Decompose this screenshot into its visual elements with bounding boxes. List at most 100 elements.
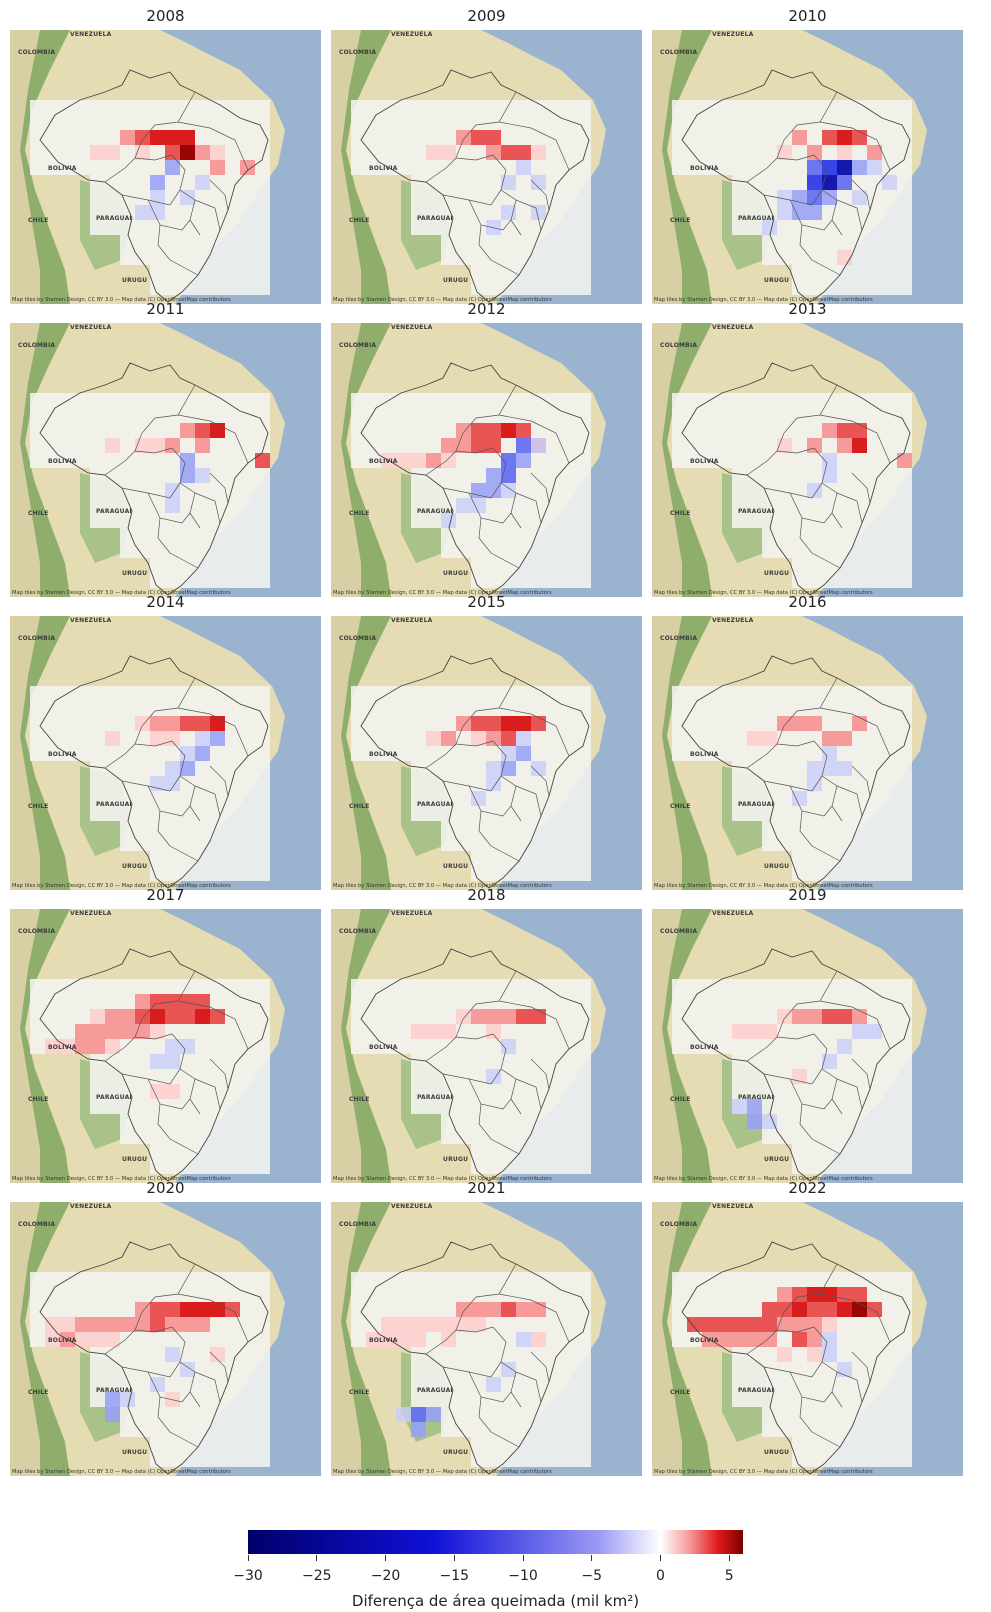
- grid-cell: [762, 453, 777, 468]
- colorbar-tick-label: −20: [370, 1568, 401, 1584]
- grid-cell: [471, 761, 486, 776]
- grid-cell: [687, 746, 702, 761]
- grid-cell: [240, 1287, 255, 1302]
- panel-title-2012: 2012: [467, 300, 506, 318]
- grid-cell: [867, 1272, 882, 1287]
- grid-cell: [165, 175, 180, 190]
- grid-cell: [792, 1129, 807, 1144]
- grid-cell: [210, 1377, 225, 1392]
- grid-cell: [225, 423, 240, 438]
- decrease-cell: [486, 1377, 501, 1392]
- grid-cell: [732, 1377, 747, 1392]
- grid-cell: [867, 979, 882, 994]
- grid-cell: [255, 100, 270, 115]
- grid-cell: [75, 145, 90, 160]
- grid-cell: [180, 821, 195, 836]
- colorbar-tickmark: [453, 1555, 455, 1561]
- grid-cell: [255, 205, 270, 220]
- grid-cell: [165, 1452, 180, 1467]
- grid-cell: [897, 1039, 912, 1054]
- grid-cell: [852, 468, 867, 483]
- grid-cell: [456, 235, 471, 250]
- grid-cell: [120, 100, 135, 115]
- grid-cell: [792, 1159, 807, 1174]
- increase-cell: [822, 130, 837, 145]
- grid-cell: [165, 190, 180, 205]
- increase-cell: [210, 160, 225, 175]
- increase-cell: [441, 453, 456, 468]
- grid-cell: [882, 1069, 897, 1084]
- grid-cell: [366, 979, 381, 994]
- grid-cell: [546, 235, 561, 250]
- grid-cell: [240, 220, 255, 235]
- grid-cell: [255, 543, 270, 558]
- grid-cell: [897, 1114, 912, 1129]
- grid-cell: [471, 280, 486, 295]
- grid-cell: [897, 1272, 912, 1287]
- grid-cell: [240, 1039, 255, 1054]
- grid-cell: [255, 483, 270, 498]
- grid-cell: [210, 250, 225, 265]
- grid-cell: [882, 1144, 897, 1159]
- decrease-cell: [777, 205, 792, 220]
- grid-cell: [852, 393, 867, 408]
- grid-cell: [576, 468, 591, 483]
- grid-cell: [105, 423, 120, 438]
- region-border: [177, 1000, 249, 1050]
- grid-cell: [732, 1362, 747, 1377]
- grid-cell: [426, 1039, 441, 1054]
- grid-cell: [576, 190, 591, 205]
- grid-cell: [531, 543, 546, 558]
- grid-cell: [777, 686, 792, 701]
- grid-cell: [441, 701, 456, 716]
- grid-cell: [672, 1332, 687, 1347]
- grid-cell: [717, 130, 732, 145]
- grid-cell: [195, 701, 210, 716]
- decrease-cell: [180, 746, 195, 761]
- grid-cell: [471, 686, 486, 701]
- grid-cell: [747, 1054, 762, 1069]
- decrease-cell: [165, 776, 180, 791]
- grid-cell: [195, 558, 210, 573]
- grid-cell: [120, 1054, 135, 1069]
- colorbar-label: Diferença de área queimada (mil km²): [351, 1592, 640, 1610]
- grid-cell: [441, 821, 456, 836]
- grid-cell: [135, 1039, 150, 1054]
- grid-cell: [837, 393, 852, 408]
- panel-title-2013: 2013: [788, 300, 827, 318]
- grid-cell: [561, 1362, 576, 1377]
- grid-cell: [807, 130, 822, 145]
- grid-cell: [822, 1099, 837, 1114]
- grid-cell: [150, 160, 165, 175]
- decrease-cell: [411, 1422, 426, 1437]
- grid-cell: [546, 716, 561, 731]
- grid-cell: [411, 1347, 426, 1362]
- country-label: PARAGUAI: [417, 215, 453, 222]
- country-label: COLOMBIA: [18, 342, 55, 349]
- grid-cell: [822, 513, 837, 528]
- grid-cell: [135, 235, 150, 250]
- grid-cell: [792, 1099, 807, 1114]
- grid-cell: [75, 115, 90, 130]
- grid-cell: [456, 1054, 471, 1069]
- grid-cell: [576, 806, 591, 821]
- grid-cell: [561, 408, 576, 423]
- increase-cell: [471, 438, 486, 453]
- grid-cell: [165, 851, 180, 866]
- grid-cell: [150, 393, 165, 408]
- grid-cell: [165, 543, 180, 558]
- grid-cell: [807, 1377, 822, 1392]
- grid-cell: [561, 145, 576, 160]
- grid-cell: [240, 513, 255, 528]
- grid-cell: [687, 423, 702, 438]
- grid-cell: [687, 731, 702, 746]
- grid-cell: [762, 746, 777, 761]
- grid-cell: [255, 746, 270, 761]
- increase-cell: [471, 1009, 486, 1024]
- grid-cell: [165, 1144, 180, 1159]
- grid-cell: [702, 115, 717, 130]
- grid-cell: [762, 1009, 777, 1024]
- grid-cell: [777, 468, 792, 483]
- grid-cell: [411, 716, 426, 731]
- grid-cell: [456, 483, 471, 498]
